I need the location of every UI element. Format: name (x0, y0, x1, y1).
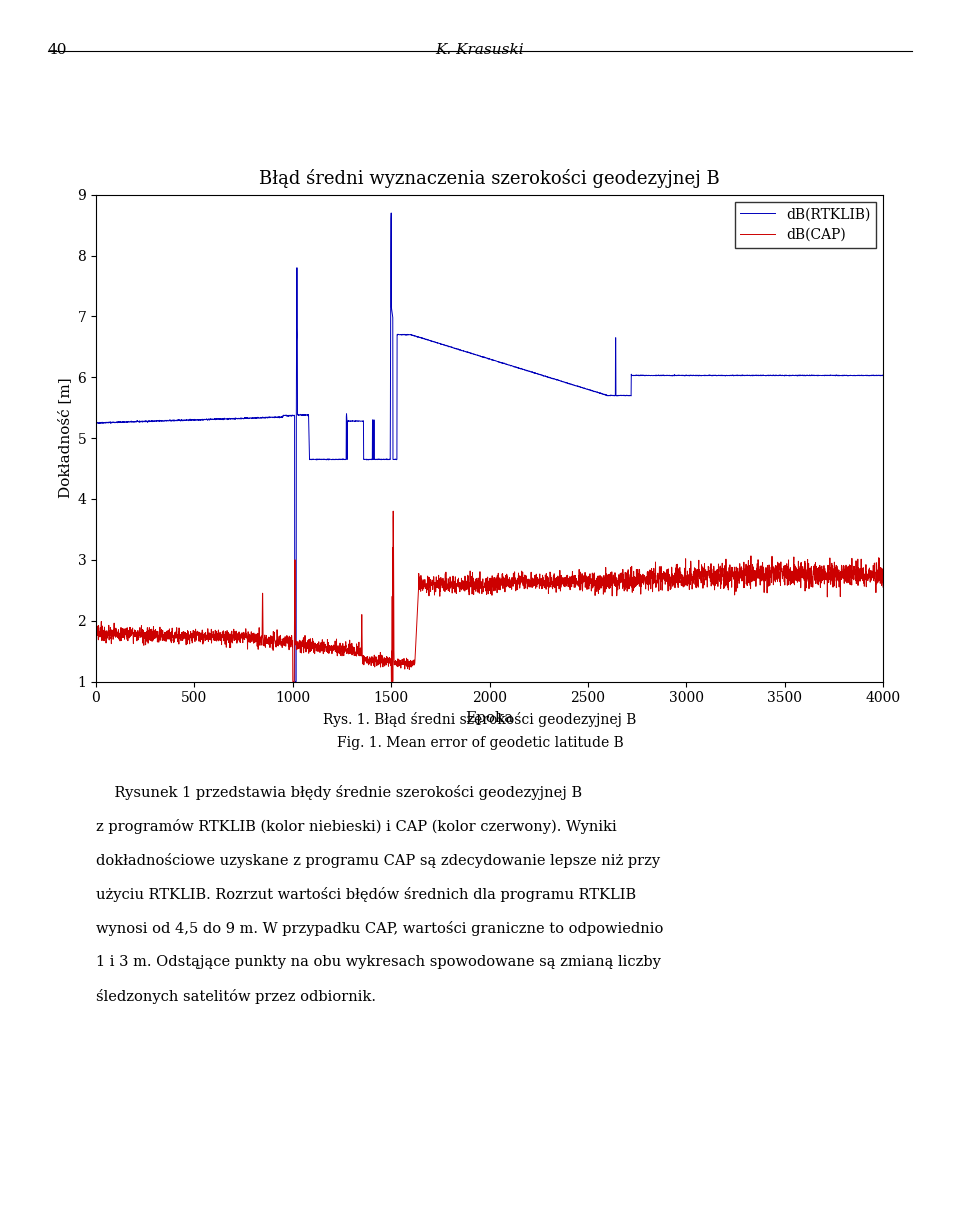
Text: użyciu RTKLIB. Rozrzut wartości błędów średnich dla programu RTKLIB: użyciu RTKLIB. Rozrzut wartości błędów ś… (96, 887, 636, 902)
Text: z programów RTKLIB (kolor niebieski) i CAP (kolor czerwony). Wyniki: z programów RTKLIB (kolor niebieski) i C… (96, 819, 616, 834)
dB(CAP) (853, 565, 865, 579)
Text: K. Krasuski: K. Krasuski (436, 43, 524, 57)
dB(RTKLIB) (427, 335, 439, 349)
dB(RTKLIB) (289, 674, 300, 689)
Legend: dB(RTKLIB), dB(CAP): dB(RTKLIB), dB(CAP) (735, 202, 876, 248)
dB(CAP) (287, 674, 299, 689)
Text: Rys. 1. Błąd średni szerokości geodezyjnej B: Rys. 1. Błąd średni szerokości geodezyjn… (324, 712, 636, 727)
dB(RTKLIB) (662, 369, 674, 383)
Text: Rysunek 1 przedstawia błędy średnie szerokości geodezyjnej B: Rysunek 1 przedstawia błędy średnie szer… (96, 785, 582, 800)
Text: 40: 40 (48, 43, 67, 57)
dB(CAP) (90, 628, 102, 643)
X-axis label: Epoka: Epoka (466, 711, 514, 725)
dB(CAP) (877, 579, 889, 594)
dB(RTKLIB) (877, 369, 889, 383)
Line: dB(RTKLIB): dB(RTKLIB) (96, 213, 883, 682)
dB(RTKLIB) (465, 346, 476, 360)
dB(RTKLIB) (853, 369, 865, 383)
dB(CAP) (662, 584, 674, 599)
dB(CAP) (465, 578, 476, 593)
dB(RTKLIB) (385, 206, 397, 220)
Text: dokładnościowe uzyskane z programu CAP są zdecydowanie lepsze niż przy: dokładnościowe uzyskane z programu CAP s… (96, 853, 660, 868)
Text: śledzonych satelitów przez odbiornik.: śledzonych satelitów przez odbiornik. (96, 989, 376, 1004)
Line: dB(CAP): dB(CAP) (96, 511, 883, 682)
dB(CAP) (421, 576, 433, 590)
dB(RTKLIB) (90, 415, 102, 430)
dB(RTKLIB) (814, 368, 826, 382)
Text: wynosi od 4,5 do 9 m. W przypadku CAP, wartości graniczne to odpowiednio: wynosi od 4,5 do 9 m. W przypadku CAP, w… (96, 921, 663, 936)
dB(CAP) (388, 504, 399, 518)
dB(RTKLIB) (421, 332, 433, 347)
Title: Błąd średni wyznaczenia szerokości geodezyjnej B: Błąd średni wyznaczenia szerokości geode… (259, 169, 720, 187)
Text: 1 i 3 m. Odstąjące punkty na obu wykresach spowodowane są zmianą liczby: 1 i 3 m. Odstąjące punkty na obu wykresa… (96, 955, 660, 970)
dB(CAP) (427, 577, 439, 591)
dB(CAP) (814, 572, 826, 587)
Text: Fig. 1. Mean error of geodetic latitude B: Fig. 1. Mean error of geodetic latitude … (337, 736, 623, 751)
Y-axis label: Dokładność [m]: Dokładność [m] (58, 377, 72, 499)
